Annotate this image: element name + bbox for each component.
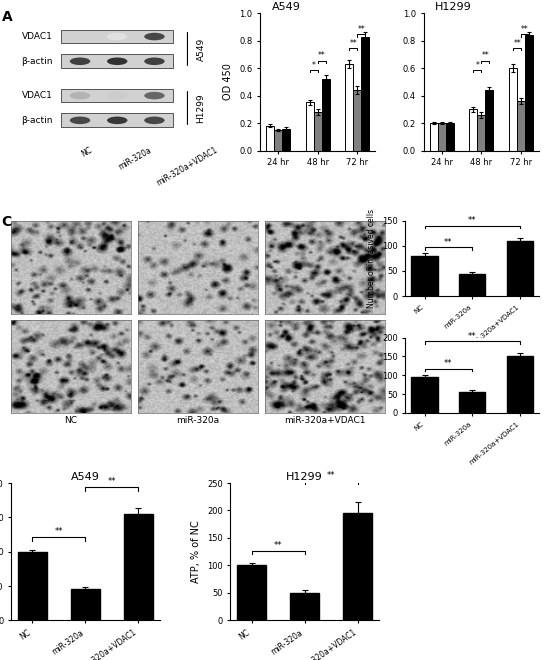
Ellipse shape bbox=[70, 33, 90, 40]
X-axis label: miR-320a: miR-320a bbox=[177, 416, 219, 425]
X-axis label: NC: NC bbox=[64, 416, 78, 425]
Ellipse shape bbox=[107, 117, 128, 124]
Y-axis label: OD 450: OD 450 bbox=[223, 63, 234, 100]
Ellipse shape bbox=[144, 117, 164, 124]
Ellipse shape bbox=[107, 33, 128, 40]
Text: **: ** bbox=[318, 51, 326, 60]
Text: NC: NC bbox=[80, 145, 94, 158]
Bar bbox=[509, 68, 517, 150]
Text: *: * bbox=[475, 61, 479, 69]
Bar bbox=[485, 90, 493, 150]
Bar bbox=[237, 566, 266, 620]
X-axis label: miR-320a+VDAC1: miR-320a+VDAC1 bbox=[284, 416, 366, 425]
Bar bbox=[430, 123, 438, 150]
Ellipse shape bbox=[144, 57, 164, 65]
Text: **: ** bbox=[444, 359, 453, 368]
Bar bbox=[266, 126, 274, 150]
Legend: NC, miR-320a, miR-320a+VDAC1: NC, miR-320a, miR-320a+VDAC1 bbox=[249, 0, 334, 3]
Text: miR-320a: miR-320a bbox=[117, 145, 153, 171]
Bar bbox=[459, 392, 485, 413]
FancyBboxPatch shape bbox=[62, 114, 173, 127]
Ellipse shape bbox=[107, 92, 128, 100]
Text: β-actin: β-actin bbox=[21, 57, 52, 66]
Bar bbox=[274, 130, 282, 150]
Bar bbox=[469, 110, 477, 150]
Ellipse shape bbox=[70, 57, 90, 65]
Ellipse shape bbox=[144, 33, 164, 40]
Bar bbox=[290, 593, 320, 620]
Text: **: ** bbox=[468, 216, 476, 226]
Y-axis label: Number of invasived cells: Number of invasived cells bbox=[367, 209, 376, 308]
Bar bbox=[343, 513, 372, 620]
Ellipse shape bbox=[70, 92, 90, 100]
Bar bbox=[507, 241, 533, 296]
Bar bbox=[345, 64, 353, 150]
Text: **: ** bbox=[327, 471, 336, 480]
FancyBboxPatch shape bbox=[62, 54, 173, 68]
Text: VDAC1: VDAC1 bbox=[21, 32, 52, 41]
Bar bbox=[71, 589, 100, 620]
Bar bbox=[124, 514, 153, 620]
Text: β-actin: β-actin bbox=[21, 116, 52, 125]
Text: **: ** bbox=[54, 527, 63, 536]
Ellipse shape bbox=[107, 57, 128, 65]
Bar bbox=[282, 129, 290, 150]
Bar bbox=[314, 112, 322, 150]
Bar bbox=[477, 115, 485, 150]
Bar bbox=[507, 356, 533, 413]
Text: **: ** bbox=[521, 25, 529, 34]
Text: **: ** bbox=[513, 38, 521, 48]
Y-axis label: ATP, % of NC: ATP, % of NC bbox=[191, 520, 201, 583]
FancyBboxPatch shape bbox=[62, 30, 173, 44]
Text: miR-320a+VDAC1: miR-320a+VDAC1 bbox=[155, 145, 219, 187]
Title: A549: A549 bbox=[71, 473, 100, 482]
Bar bbox=[459, 275, 485, 296]
FancyBboxPatch shape bbox=[62, 88, 173, 102]
Bar bbox=[353, 90, 361, 150]
Bar bbox=[18, 552, 47, 620]
Bar bbox=[322, 79, 329, 150]
Text: H1299: H1299 bbox=[435, 3, 472, 13]
Bar bbox=[525, 35, 533, 150]
Text: A: A bbox=[2, 11, 13, 24]
Bar bbox=[411, 256, 438, 296]
Text: **: ** bbox=[481, 51, 489, 60]
Text: A549: A549 bbox=[196, 38, 206, 61]
Text: **: ** bbox=[444, 238, 453, 247]
Text: **: ** bbox=[349, 38, 358, 48]
Title: H1299: H1299 bbox=[287, 473, 323, 482]
Text: **: ** bbox=[468, 331, 476, 341]
Text: H1299: H1299 bbox=[196, 93, 206, 123]
Text: **: ** bbox=[358, 25, 365, 34]
Bar bbox=[438, 123, 446, 150]
Bar bbox=[361, 36, 369, 150]
Ellipse shape bbox=[70, 117, 90, 124]
Ellipse shape bbox=[144, 92, 164, 100]
Bar bbox=[517, 101, 525, 150]
Bar bbox=[446, 123, 454, 150]
Text: C: C bbox=[2, 215, 12, 229]
Bar bbox=[411, 377, 438, 413]
Bar bbox=[306, 102, 313, 150]
Text: **: ** bbox=[108, 477, 116, 486]
Text: **: ** bbox=[274, 541, 283, 550]
Text: VDAC1: VDAC1 bbox=[21, 91, 52, 100]
Text: A549: A549 bbox=[272, 3, 300, 13]
Text: *: * bbox=[312, 61, 316, 69]
